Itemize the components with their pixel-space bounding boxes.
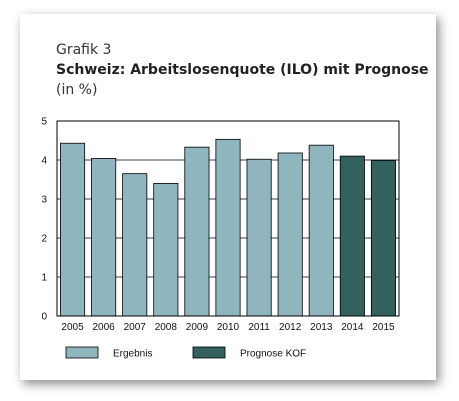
bar-2014 (339, 155, 365, 317)
bar-2005 (60, 142, 86, 317)
legend-label: Ergebnis (113, 349, 152, 360)
legend-swatch (192, 346, 226, 359)
x-tick-label: 2011 (248, 322, 270, 333)
x-tick-label: 2015 (372, 322, 395, 333)
x-tick-label: 2006 (93, 322, 116, 333)
x-tick-label: 2005 (61, 322, 84, 333)
bar-2008 (153, 182, 179, 317)
x-tick-label: 2008 (155, 322, 178, 333)
bar-2006 (91, 158, 117, 317)
bar-2013 (308, 144, 334, 317)
legend: Ergebnis Prognose KOF (65, 346, 306, 360)
x-tick-label: 2013 (310, 322, 333, 333)
y-tick-label: 2 (41, 234, 47, 245)
y-tick-label: 4 (41, 156, 47, 167)
bar-2010 (215, 138, 241, 317)
chart-title: Schweiz: Arbeitslosenquote (ILO) mit Pro… (56, 62, 429, 78)
bar-2009 (184, 146, 210, 317)
x-tick-label: 2014 (341, 322, 364, 333)
x-tick-label: 2007 (124, 322, 147, 333)
x-tick-label: 2010 (217, 322, 240, 333)
bar-2015 (370, 159, 396, 317)
legend-label: Prognose KOF (240, 349, 306, 360)
y-tick-label: 3 (41, 195, 47, 206)
unit-label: (in %) (56, 82, 98, 98)
bar-2011 (246, 158, 272, 317)
y-tick-label: 0 (41, 312, 47, 323)
x-tick-labels: 2005 2006 2007 2008 2009 2010 2011 2012 2013 2014… (61, 322, 395, 333)
y-tick-label: 1 (41, 273, 47, 284)
figure-label: Grafik 3 (56, 42, 112, 58)
y-tick-labels: 0 1 2 3 4 5 (41, 117, 47, 323)
bar-2012 (277, 152, 303, 317)
bar-2007 (122, 173, 148, 317)
x-tick-label: 2009 (186, 322, 209, 333)
plot-frame (56, 120, 400, 317)
legend-swatch (65, 346, 99, 359)
bars (60, 138, 396, 317)
y-tick-label: 5 (41, 117, 47, 128)
x-tick-label: 2012 (279, 322, 302, 333)
chart-caption: Grafik 3 Schweiz: Arbeitslosenquote (ILO… (56, 40, 429, 100)
